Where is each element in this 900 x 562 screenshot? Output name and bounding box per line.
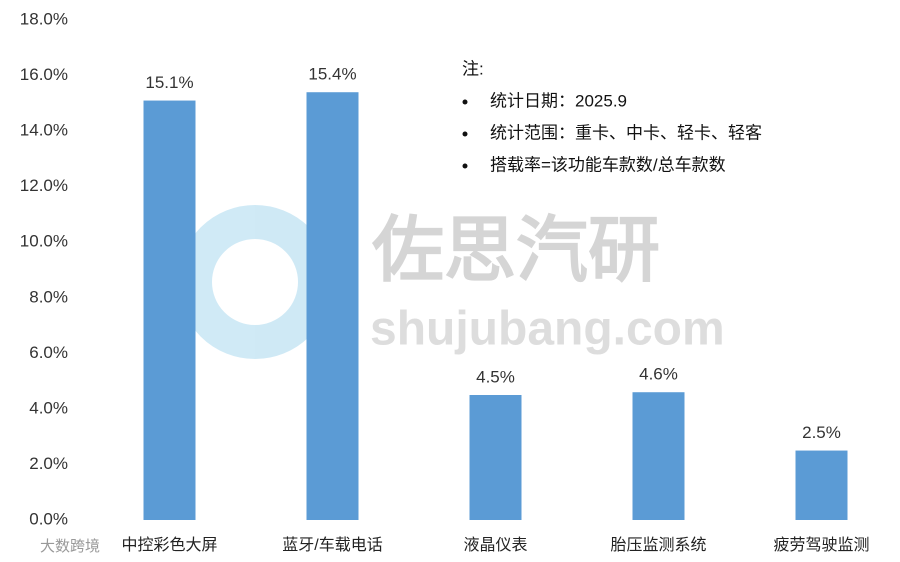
y-tick-label: 8.0% bbox=[29, 287, 68, 306]
x-tick-label: 蓝牙/车载电话 bbox=[282, 536, 382, 554]
note: 注: bbox=[462, 59, 484, 78]
bar bbox=[143, 100, 196, 521]
note-bullet bbox=[462, 131, 468, 137]
bar bbox=[632, 392, 685, 520]
x-tick-label: 胎压监测系统 bbox=[610, 536, 706, 554]
value-label: 4.6% bbox=[639, 365, 678, 384]
y-tick-label: 4.0% bbox=[29, 398, 68, 417]
watermark: 佐思汽研 shujubang.com bbox=[178, 205, 725, 359]
y-tick-label: 10.0% bbox=[20, 232, 68, 251]
bar bbox=[795, 450, 848, 520]
note-item: 统计范围：重卡、中卡、轻卡、轻客 bbox=[490, 123, 762, 142]
corner-watermark: 大数跨境 bbox=[40, 537, 100, 555]
y-tick-label: 6.0% bbox=[29, 343, 68, 362]
note-item: 统计日期：2025.9 bbox=[490, 91, 627, 110]
value-label: 2.5% bbox=[802, 423, 841, 442]
bar bbox=[469, 395, 522, 520]
watermark-site: shujubang.com bbox=[370, 303, 725, 356]
x-tick-label: 中控彩色大屏 bbox=[121, 536, 217, 554]
y-tick-label: 12.0% bbox=[20, 176, 68, 195]
note-item: 搭载率=该功能车款数/总车款数 bbox=[490, 155, 726, 174]
y-tick-label: 16.0% bbox=[20, 65, 68, 84]
note-title: 注: bbox=[462, 59, 484, 78]
y-tick-label: 2.0% bbox=[29, 454, 68, 473]
note-bullet bbox=[462, 163, 468, 169]
bar bbox=[306, 92, 359, 520]
watermark-logo bbox=[178, 205, 332, 359]
x-tick-label: 疲劳驾驶监测 bbox=[773, 536, 869, 554]
value-label: 15.1% bbox=[145, 73, 193, 92]
value-label: 15.4% bbox=[308, 65, 356, 84]
x-tick-label: 液晶仪表 bbox=[463, 536, 527, 554]
y-tick-label: 14.0% bbox=[20, 121, 68, 140]
y-tick-label: 18.0% bbox=[20, 9, 68, 28]
note-bullet bbox=[462, 99, 468, 105]
watermark-brand: 佐思汽研 bbox=[371, 211, 660, 291]
value-label: 4.5% bbox=[476, 367, 515, 386]
y-tick-label: 0.0% bbox=[29, 509, 68, 528]
